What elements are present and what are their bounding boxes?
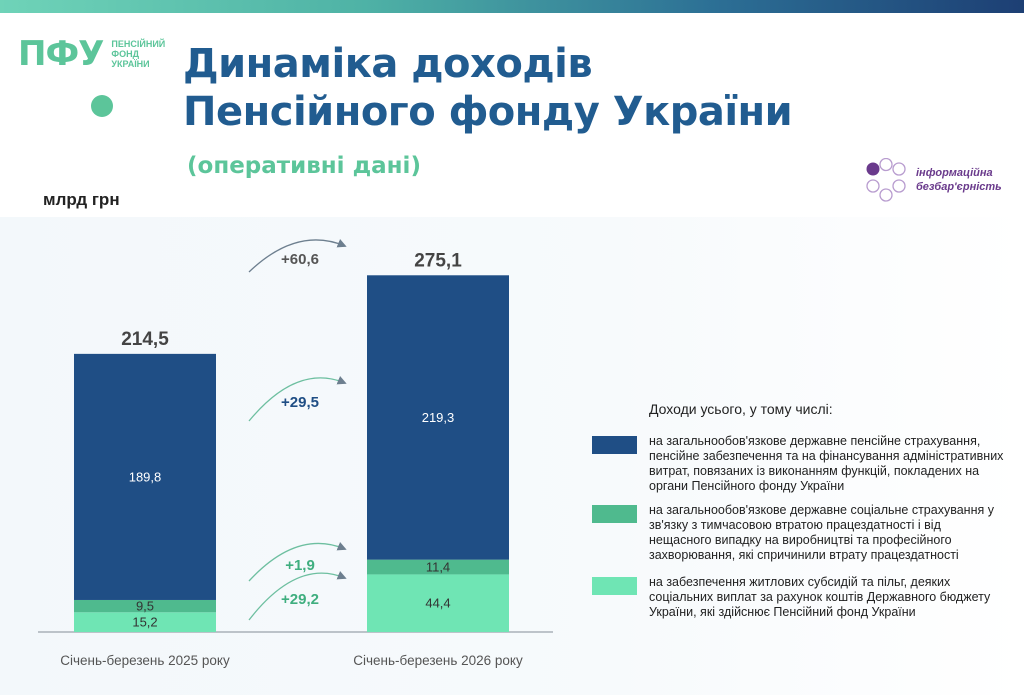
pfu-logo-mark: ПФУ — [18, 34, 104, 74]
bar-social-2 — [367, 574, 509, 632]
decorative-dot — [91, 95, 113, 117]
pfu-logo-text: ПЕНСІЙНИЙ ФОНД УКРАЇНИ — [111, 39, 165, 69]
delta-arrow-pension — [248, 376, 347, 422]
segment-label-pension-1: 189,8 — [129, 469, 162, 484]
accessibility-circles-icon — [866, 158, 906, 202]
logo-text-line-2: ФОНД — [111, 49, 139, 59]
legend-item-insurance: на загальнообов'язкове державне соціальн… — [592, 503, 1004, 563]
x-category-label-1: Січень-березень 2025 року — [60, 653, 230, 668]
segment-label-pension-2: 219,3 — [422, 410, 455, 425]
delta-label-pension: +29,5 — [281, 394, 319, 411]
pfu-logo: ПФУ ПЕНСІЙНИЙ ФОНД УКРАЇНИ — [18, 36, 165, 72]
legend-label-social: на забезпечення житлових субсидій та піл… — [649, 575, 991, 619]
delta-arrow-social — [248, 571, 347, 621]
delta-arrow-insurance — [248, 542, 347, 582]
bar-insurance-1 — [74, 599, 216, 613]
badge-line-1: інформаційна — [916, 167, 993, 179]
legend-item-pension: на загальнообов'язкове державне пенсійне… — [592, 434, 1004, 494]
bar-total-label-2: 275,1 — [414, 250, 462, 271]
delta-arrow-total — [248, 239, 347, 273]
bar-total-label-1: 214,5 — [121, 329, 169, 350]
page-title: Динаміка доходів Пенсійного фонду Україн… — [183, 40, 793, 136]
unit-label: млрд грн — [43, 190, 120, 209]
delta-label-total: +60,6 — [281, 251, 319, 268]
badge-line-2: безбар'єрність — [916, 181, 1002, 193]
title-line-1: Динаміка доходів — [183, 41, 593, 87]
delta-label-social: +29,2 — [281, 591, 319, 608]
x-category-label-2: Січень-березень 2026 року — [353, 653, 523, 668]
legend-item-social: на забезпечення житлових субсидій та піл… — [592, 575, 1004, 620]
bar-social-1 — [74, 612, 216, 632]
title-line-2: Пенсійного фонду України — [183, 89, 793, 135]
legend-title: Доходи усього, у тому числі: — [649, 401, 833, 417]
segment-label-insurance-2: 11,4 — [426, 560, 450, 575]
top-gradient-stripe — [0, 0, 1024, 13]
logo-text-line-1: ПЕНСІЙНИЙ — [111, 39, 166, 49]
bar-insurance-2 — [367, 559, 509, 575]
legend-swatch-social — [592, 577, 637, 595]
accessibility-badge: інформаційна безбар'єрність — [864, 158, 1002, 202]
segment-label-insurance-1: 9,5 — [136, 599, 154, 614]
legend-swatch-pension — [592, 436, 637, 454]
legend-label-pension: на загальнообов'язкове державне пенсійне… — [649, 434, 1004, 493]
page-subtitle: (оперативні дані) — [187, 153, 421, 179]
logo-text-line-3: УКРАЇНИ — [111, 59, 150, 69]
legend-label-insurance: на загальнообов'язкове державне соціальн… — [649, 503, 994, 562]
delta-label-insurance: +1,9 — [285, 557, 315, 574]
accessibility-badge-text: інформаційна безбар'єрність — [916, 166, 1002, 194]
segment-label-social-1: 15,2 — [132, 615, 157, 630]
segment-label-social-2: 44,4 — [425, 596, 450, 611]
bar-pension-1 — [74, 353, 216, 600]
bar-pension-2 — [367, 275, 509, 560]
legend-swatch-insurance — [592, 505, 637, 523]
